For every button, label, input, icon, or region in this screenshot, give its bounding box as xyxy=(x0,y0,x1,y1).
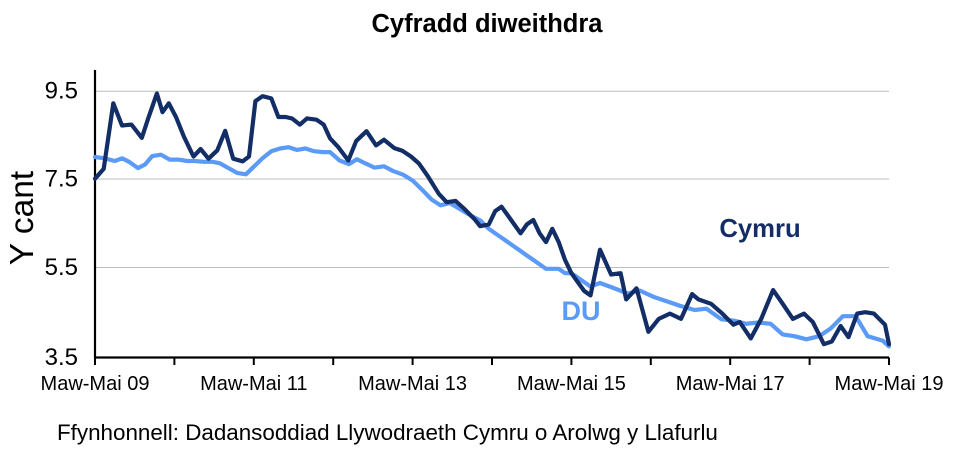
svg-text:5.5: 5.5 xyxy=(45,254,78,281)
svg-text:Maw-Mai 19: Maw-Mai 19 xyxy=(835,373,944,395)
svg-text:3.5: 3.5 xyxy=(45,344,78,371)
svg-text:Maw-Mai 09: Maw-Mai 09 xyxy=(41,373,150,395)
svg-text:7.5: 7.5 xyxy=(45,166,78,193)
svg-text:Maw-Mai 13: Maw-Mai 13 xyxy=(358,373,467,395)
svg-text:Maw-Mai 15: Maw-Mai 15 xyxy=(517,373,626,395)
svg-text:9.5: 9.5 xyxy=(45,78,78,105)
svg-text:DU: DU xyxy=(562,296,601,326)
svg-text:Maw-Mai 17: Maw-Mai 17 xyxy=(676,373,785,395)
svg-text:Cymru: Cymru xyxy=(719,215,800,243)
svg-text:Maw-Mai 11: Maw-Mai 11 xyxy=(200,373,307,395)
